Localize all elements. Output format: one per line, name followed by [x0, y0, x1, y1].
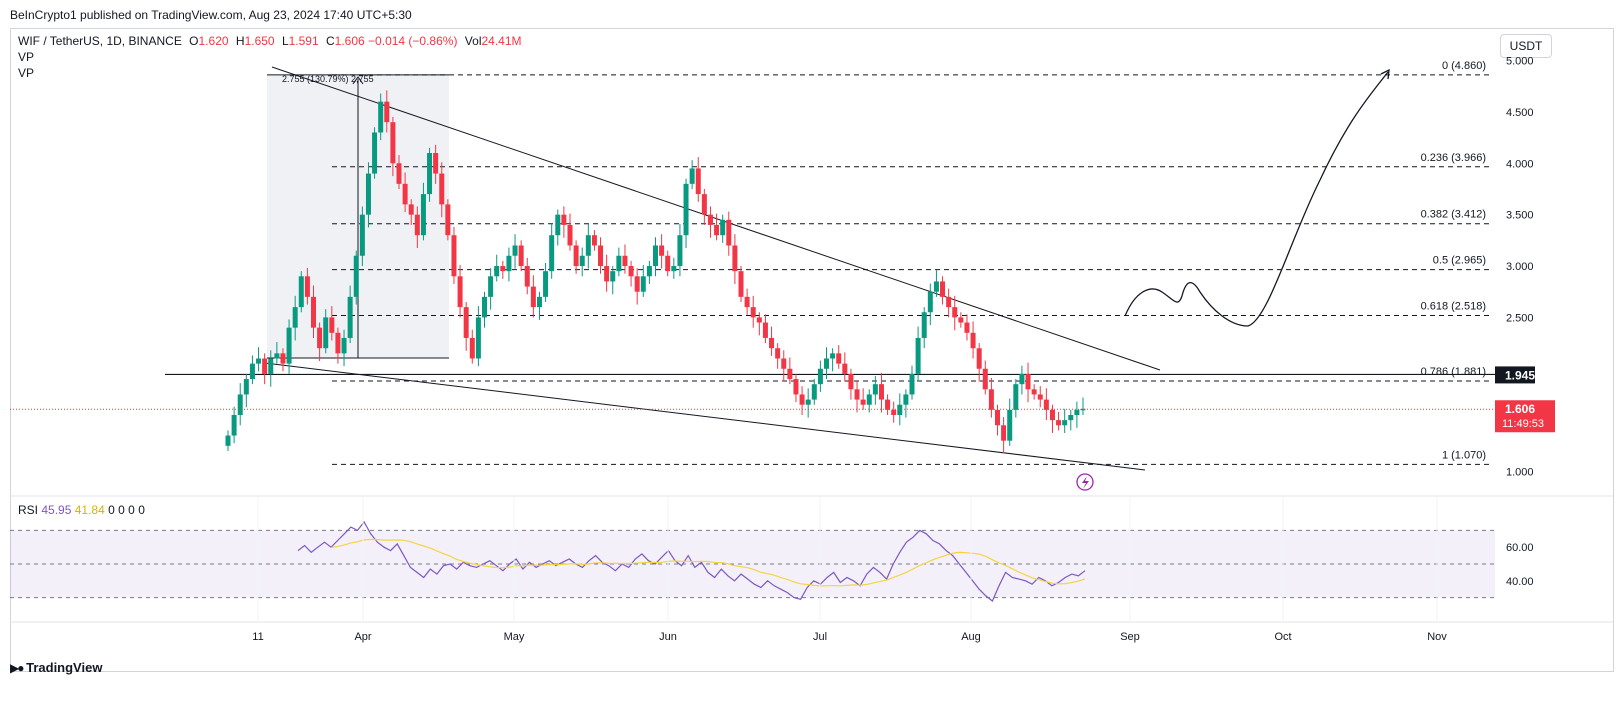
- change-value: −0.014 (−0.86%): [368, 34, 458, 48]
- rsi-label: RSI: [18, 503, 39, 517]
- symbol-header: WIF / TetherUS, 1D, BINANCE O1.620 H1.65…: [18, 34, 522, 48]
- volume-value: 24.41M: [481, 34, 522, 48]
- close-label: C: [326, 34, 335, 48]
- volume-label: Vol: [464, 34, 482, 48]
- currency-button[interactable]: USDT: [1500, 34, 1552, 58]
- rsi-extra-0: 0: [108, 503, 115, 517]
- high-value: 1.650: [244, 34, 275, 48]
- rsi-header[interactable]: RSI 45.95 41.84 0 0 0 0: [18, 503, 145, 517]
- footer-brand-text: TradingView: [26, 660, 103, 675]
- chart-frame: [10, 28, 1614, 672]
- high-label: H: [235, 34, 245, 48]
- close-value: 1.606: [334, 34, 365, 48]
- publisher-line: BeInCrypto1 published on TradingView.com…: [10, 8, 412, 22]
- rsi-extra-1: 0: [118, 503, 125, 517]
- rsi-extra-2: 0: [128, 503, 135, 517]
- open-label: O: [189, 34, 199, 48]
- open-value: 1.620: [198, 34, 229, 48]
- rsi-value: 45.95: [41, 503, 72, 517]
- indicator-vp-1[interactable]: VP: [18, 50, 35, 64]
- tradingview-logo-icon: ▶●: [10, 661, 25, 675]
- symbol-name[interactable]: WIF / TetherUS, 1D, BINANCE: [18, 34, 182, 48]
- low-value: 1.591: [288, 34, 319, 48]
- rsi-extra-3: 0: [138, 503, 145, 517]
- footer-brand: ▶● TradingView: [10, 660, 102, 675]
- rsi-ma-value: 41.84: [74, 503, 105, 517]
- indicator-vp-2[interactable]: VP: [18, 66, 35, 80]
- low-label: L: [281, 34, 289, 48]
